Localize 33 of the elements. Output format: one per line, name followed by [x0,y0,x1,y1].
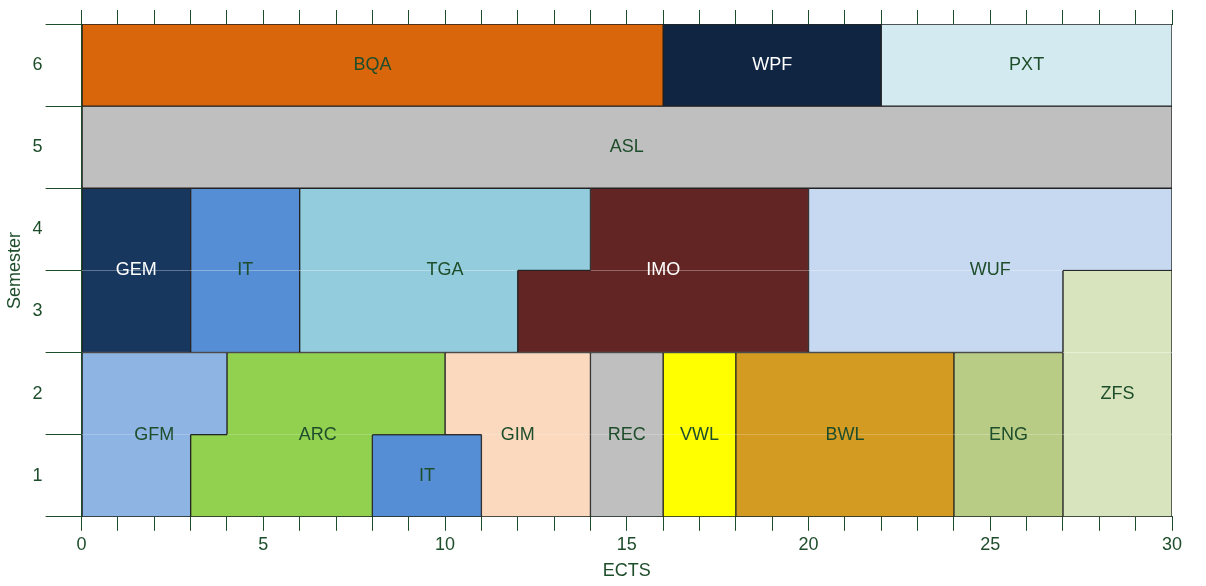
series-label: IT [237,259,254,280]
y-axis-title: Semester [3,231,24,309]
x-axis-title: ECTS [602,560,651,581]
y-tick-label: 6 [32,54,43,75]
series-label: ENG [988,423,1028,444]
series-label: GEM [115,259,157,280]
series-label: TGA [426,259,464,280]
series-label: GIM [500,423,535,444]
y-tick-label: 5 [32,136,43,157]
series-label: WPF [752,54,793,75]
y-tick-label: 4 [32,218,43,239]
series-label: IMO [646,259,681,280]
series-label: ASL [609,136,644,157]
series-label: IT [418,464,435,485]
y-tick-label: 1 [32,464,43,485]
series-label: ZFS [1100,382,1135,403]
series-label: WUF [969,259,1011,280]
x-tick-label: 30 [1161,533,1183,554]
series-label: VWL [679,423,720,444]
x-tick-label: 10 [435,533,456,554]
x-tick-label: 0 [76,533,87,554]
series-label: REC [607,423,646,444]
x-tick-label: 20 [798,533,819,554]
series-label: PXT [1009,54,1045,75]
series-label: GFM [134,423,175,444]
series-label: BQA [353,54,392,75]
x-tick-label: 25 [980,533,1001,554]
x-tick-label: 15 [616,533,637,554]
y-tick-label: 2 [32,382,43,403]
x-tick-label: 5 [258,533,269,554]
series-label: BWL [825,423,865,444]
series-label: ARC [298,423,337,444]
y-tick-label: 3 [32,300,43,321]
